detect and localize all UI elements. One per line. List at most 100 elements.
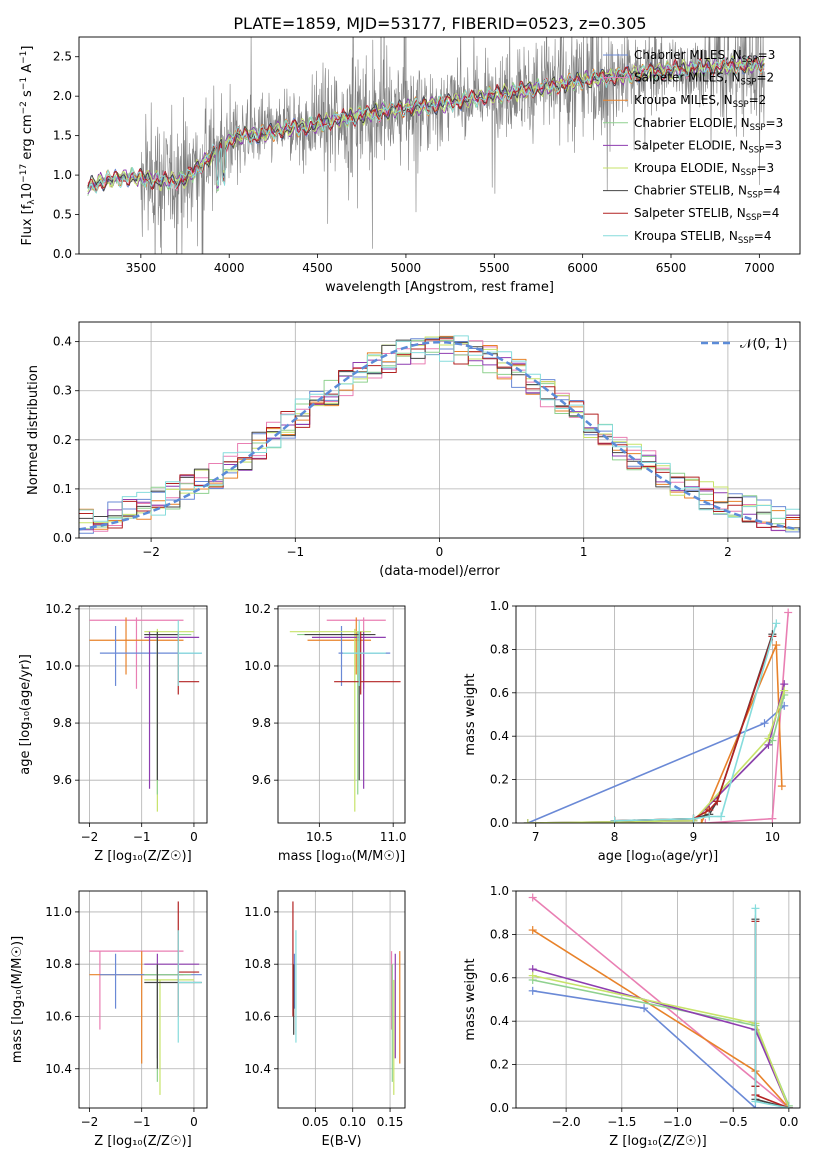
- y-tick-label: 10.6: [244, 1009, 271, 1023]
- plot-area: [523, 608, 793, 823]
- y-tick-label: 11.0: [45, 905, 72, 919]
- y-tick-label: 0.2: [490, 773, 509, 787]
- y-tick-label: 0.8: [490, 927, 509, 941]
- legend-entry: Salpeter MILES, NSSP=2: [634, 71, 774, 88]
- x-axis-label: (data-model)/error: [379, 564, 500, 579]
- legend-entry: Chabrier ELODIE, NSSP=3: [634, 116, 783, 133]
- y-tick-label: 9.8: [53, 716, 72, 730]
- y-tick-label: 0.4: [490, 729, 509, 743]
- gridlines: [278, 891, 405, 1108]
- axes-frame: [78, 36, 801, 255]
- plot-area: [289, 617, 401, 812]
- x-axis-label: E(B-V): [321, 1134, 361, 1149]
- x-tick-label: 4000: [214, 261, 245, 275]
- x-tick-label: −2: [81, 1115, 99, 1129]
- y-tick-label: 0.3: [53, 384, 72, 398]
- legend-entry: 𝒩(0, 1): [740, 337, 787, 352]
- y-tick-label: 10.8: [45, 957, 72, 971]
- gridlines: [79, 606, 207, 823]
- legend-entry: Kroupa MILES, NSSP=2: [634, 93, 766, 110]
- axes-frame: [277, 890, 406, 1109]
- y-tick-label: 0.0: [53, 531, 72, 545]
- x-tick-label: 0.0: [779, 1115, 798, 1129]
- y-tick-label: 11.0: [244, 905, 271, 919]
- x-tick-label: 1: [580, 545, 588, 559]
- x-tick-label: 0.15: [377, 1115, 404, 1129]
- x-tick-label: 5500: [479, 261, 510, 275]
- panel-mass_vs_ebv: 0.05 0.10 0.15 10.4 10.6 10.8 11.0 E(B-V): [244, 890, 406, 1149]
- x-tick-label: 7: [532, 830, 540, 844]
- panel-age_vs_Z: −2 −1 0 9.6 9.8 10.0 10.2 Z [log₁₀(Z/Z☉)] age [l…: [18, 602, 208, 864]
- y-tick-label: 10.8: [244, 957, 271, 971]
- y-tick-label: 2.0: [53, 89, 72, 103]
- axes-frame: [78, 890, 208, 1109]
- y-axis-label: age [log₁₀(age/yr)]: [18, 654, 33, 775]
- legend: 𝒩(0, 1): [701, 337, 787, 352]
- x-tick-label: −1: [286, 545, 304, 559]
- y-tick-label: 0.0: [490, 816, 509, 830]
- figure-title: PLATE=1859, MJD=53177, FIBERID=0523, z=0…: [233, 14, 646, 33]
- model-spectrum-c_stelib: [87, 57, 765, 192]
- x-tick-label: 6500: [656, 261, 687, 275]
- panel-weight_vs_Z: −2.0 −1.5 −1.0 −0.5 0.0 0.0 0.2 0.4 0.6 0.8 1.0 Z […: [463, 884, 801, 1149]
- legend-entry: Chabrier MILES, NSSP=3: [634, 48, 775, 65]
- x-tick-label: −2.0: [552, 1115, 581, 1129]
- plot-area: [87, 37, 765, 254]
- y-axis-label: Normed distribution: [26, 365, 41, 495]
- x-tick-label: 10.5: [306, 830, 333, 844]
- y-tick-label: 10.0: [244, 659, 271, 673]
- y-tick-label: 10.2: [45, 602, 72, 616]
- y-tick-label: 9.8: [252, 716, 271, 730]
- x-tick-label: 5000: [391, 261, 422, 275]
- x-axis-label: mass [log₁₀(M/M☉)]: [278, 849, 405, 864]
- x-tick-label: 11.0: [380, 830, 407, 844]
- x-axis-label: wavelength [Angstrom, rest frame]: [325, 280, 554, 295]
- y-tick-label: 0.1: [53, 482, 72, 496]
- axes-frame: [277, 605, 406, 824]
- legend-entry: Chabrier STELIB, NSSP=4: [634, 184, 781, 201]
- x-tick-label: −1.0: [663, 1115, 692, 1129]
- y-tick-label: 0.4: [490, 1014, 509, 1028]
- plot-area: [79, 335, 800, 534]
- panel-weight_vs_age: 7 8 9 10 0.0 0.2 0.4 0.6 0.8 1.0 age [log₁₀(age/yr…: [463, 599, 801, 864]
- plot-area: [89, 901, 202, 1095]
- x-tick-label: 0.10: [339, 1115, 366, 1129]
- model-spectrum-k_stelib: [87, 56, 765, 194]
- axes-frame: [78, 605, 208, 824]
- x-tick-label: 0: [190, 1115, 198, 1129]
- y-tick-label: 0.0: [53, 247, 72, 261]
- x-tick-label: −0.5: [719, 1115, 748, 1129]
- legend-entry: Salpeter STELIB, NSSP=4: [634, 206, 779, 223]
- axes-frame: [78, 321, 801, 539]
- x-tick-label: 4500: [302, 261, 333, 275]
- y-axis-label: mass weight: [463, 958, 478, 1040]
- y-axis-label: mass weight: [463, 673, 478, 755]
- y-tick-label: 1.0: [490, 599, 509, 613]
- x-tick-label: 0: [190, 830, 198, 844]
- x-tick-label: 2: [724, 545, 732, 559]
- x-tick-label: −2: [81, 830, 99, 844]
- y-tick-label: 2.5: [53, 50, 72, 64]
- x-tick-label: −1: [133, 830, 151, 844]
- x-tick-label: −2: [142, 545, 160, 559]
- legend-entry: Kroupa ELODIE, NSSP=3: [634, 161, 774, 178]
- panel-mass_vs_Z: −2 −1 0 10.4 10.6 10.8 11.0 Z [log₁₀(Z/Z☉)] mass…: [10, 890, 208, 1149]
- histogram-s_stelib: [79, 338, 800, 529]
- y-tick-label: 0.2: [490, 1058, 509, 1072]
- y-tick-label: 0.0: [490, 1101, 509, 1115]
- plot-area: [292, 901, 401, 1095]
- y-tick-label: 1.0: [490, 884, 509, 898]
- y-tick-label: 1.5: [53, 129, 72, 143]
- legend-entry: Salpeter ELODIE, NSSP=3: [634, 138, 782, 155]
- x-tick-label: 3500: [126, 261, 157, 275]
- x-tick-label: 0.05: [302, 1115, 329, 1129]
- x-tick-label: 10: [765, 830, 780, 844]
- x-tick-label: 8: [611, 830, 619, 844]
- x-tick-label: 9: [690, 830, 698, 844]
- y-tick-label: 0.5: [53, 208, 72, 222]
- y-tick-label: 9.6: [53, 773, 72, 787]
- normal-curve: [79, 340, 800, 531]
- y-tick-label: 9.6: [252, 773, 271, 787]
- y-axis-label: mass [log₁₀(M/M☉)]: [10, 936, 25, 1063]
- legend: Chabrier MILES, NSSP=3 Salpeter MILES, NS…: [603, 48, 783, 246]
